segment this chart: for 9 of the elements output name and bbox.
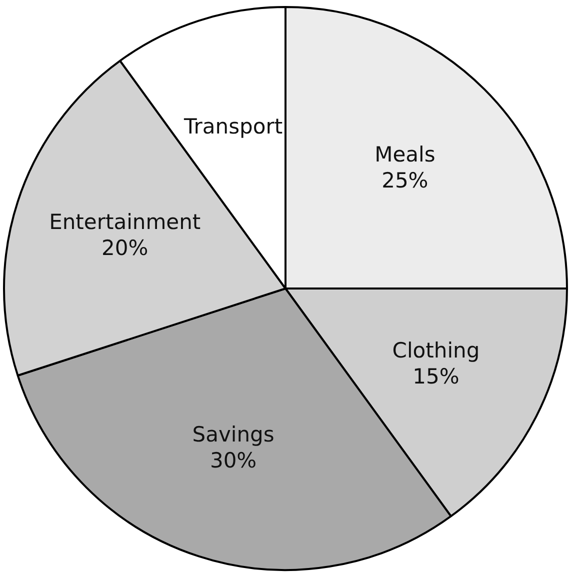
data-label: 15% <box>412 364 460 389</box>
data-label: 30% <box>210 448 257 473</box>
data-label: 25% <box>382 168 428 193</box>
slice-label: Transport <box>183 114 283 138</box>
slice-label: Savings <box>192 422 274 447</box>
slice-label: Meals <box>374 142 436 167</box>
data-label: 20% <box>102 236 148 260</box>
slice-label: Entertainment <box>49 210 201 234</box>
slice-label: Clothing <box>392 338 480 363</box>
